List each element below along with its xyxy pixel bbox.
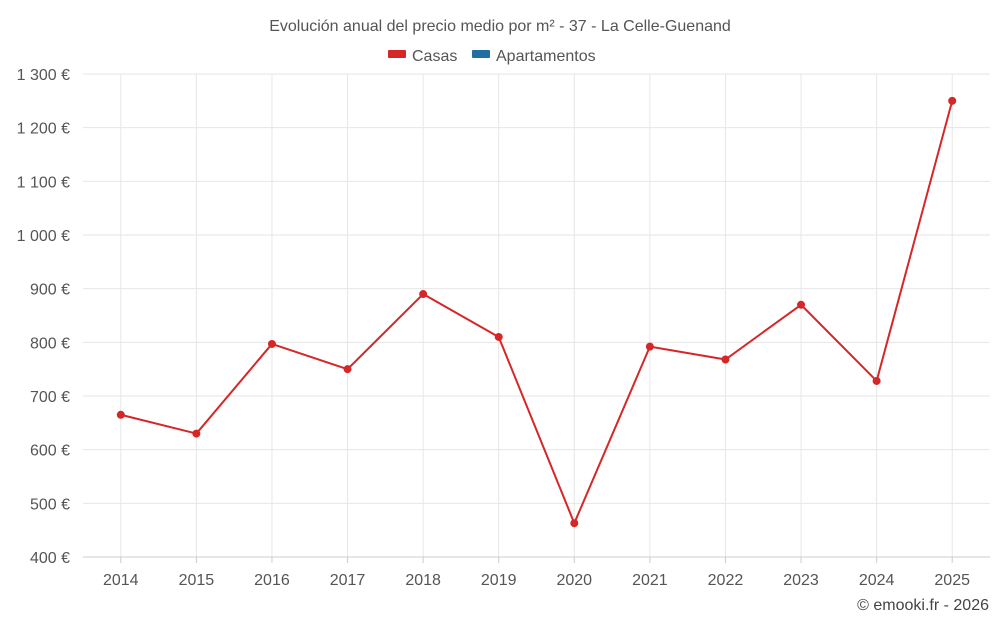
x-tick-label: 2020 (556, 572, 592, 589)
y-tick-label: 400 € (30, 550, 70, 567)
legend-label-apartamentos: Apartamentos (496, 48, 596, 65)
y-tick-label: 600 € (30, 443, 70, 460)
data-point-2023[interactable] (797, 300, 806, 309)
data-point-2022[interactable] (721, 355, 730, 364)
legend-swatch-casas (388, 50, 406, 58)
grid (83, 73, 990, 557)
x-tick-label: 2025 (934, 572, 970, 589)
x-tick-label: 2016 (254, 572, 290, 589)
legend-label-casas: Casas (412, 48, 457, 65)
data-point-2016[interactable] (267, 339, 276, 348)
y-tick-label: 1 200 € (17, 121, 70, 138)
data-point-2019[interactable] (494, 332, 503, 341)
series-line-casas (120, 100, 954, 525)
x-tick-label: 2018 (405, 572, 441, 589)
x-tick-label: 2017 (330, 572, 366, 589)
data-point-2024[interactable] (872, 376, 881, 385)
y-tick-label: 1 300 € (17, 67, 70, 84)
data-point-2021[interactable] (645, 342, 654, 351)
x-tick-label: 2019 (481, 572, 517, 589)
legend-swatch-apartamentos (472, 50, 490, 58)
x-tick-label: 2023 (783, 572, 819, 589)
data-point-2015[interactable] (192, 429, 201, 438)
data-point-2014[interactable] (116, 410, 125, 419)
x-tick-label: 2014 (103, 572, 139, 589)
y-tick-label: 1 000 € (17, 228, 70, 245)
data-point-2017[interactable] (343, 365, 352, 374)
legend-item-casas[interactable]: Casas (388, 48, 457, 65)
y-tick-label: 500 € (30, 496, 70, 513)
x-tick-label: 2015 (179, 572, 215, 589)
chart-title: Evolución anual del precio medio por m² … (269, 18, 731, 35)
y-tick-label: 1 100 € (17, 174, 70, 191)
x-tick-label: 2024 (859, 572, 895, 589)
y-tick-label: 900 € (30, 282, 70, 299)
data-point-2025[interactable] (948, 96, 957, 105)
legend: Casas Apartamentos (388, 48, 596, 65)
y-tick-label: 700 € (30, 389, 70, 406)
credit-text: © emooki.fr - 2026 (857, 597, 989, 614)
axes: 400 € 500 € 600 € 700 € 800 € 900 € 1 000 € 1 1… (17, 67, 990, 589)
x-tick-label: 2021 (632, 572, 668, 589)
series-casas (116, 96, 957, 528)
legend-item-apartamentos[interactable]: Apartamentos (472, 48, 596, 65)
y-tick-label: 800 € (30, 335, 70, 352)
data-point-2018[interactable] (419, 290, 428, 299)
data-point-2020[interactable] (570, 519, 579, 528)
x-tick-label: 2022 (708, 572, 744, 589)
